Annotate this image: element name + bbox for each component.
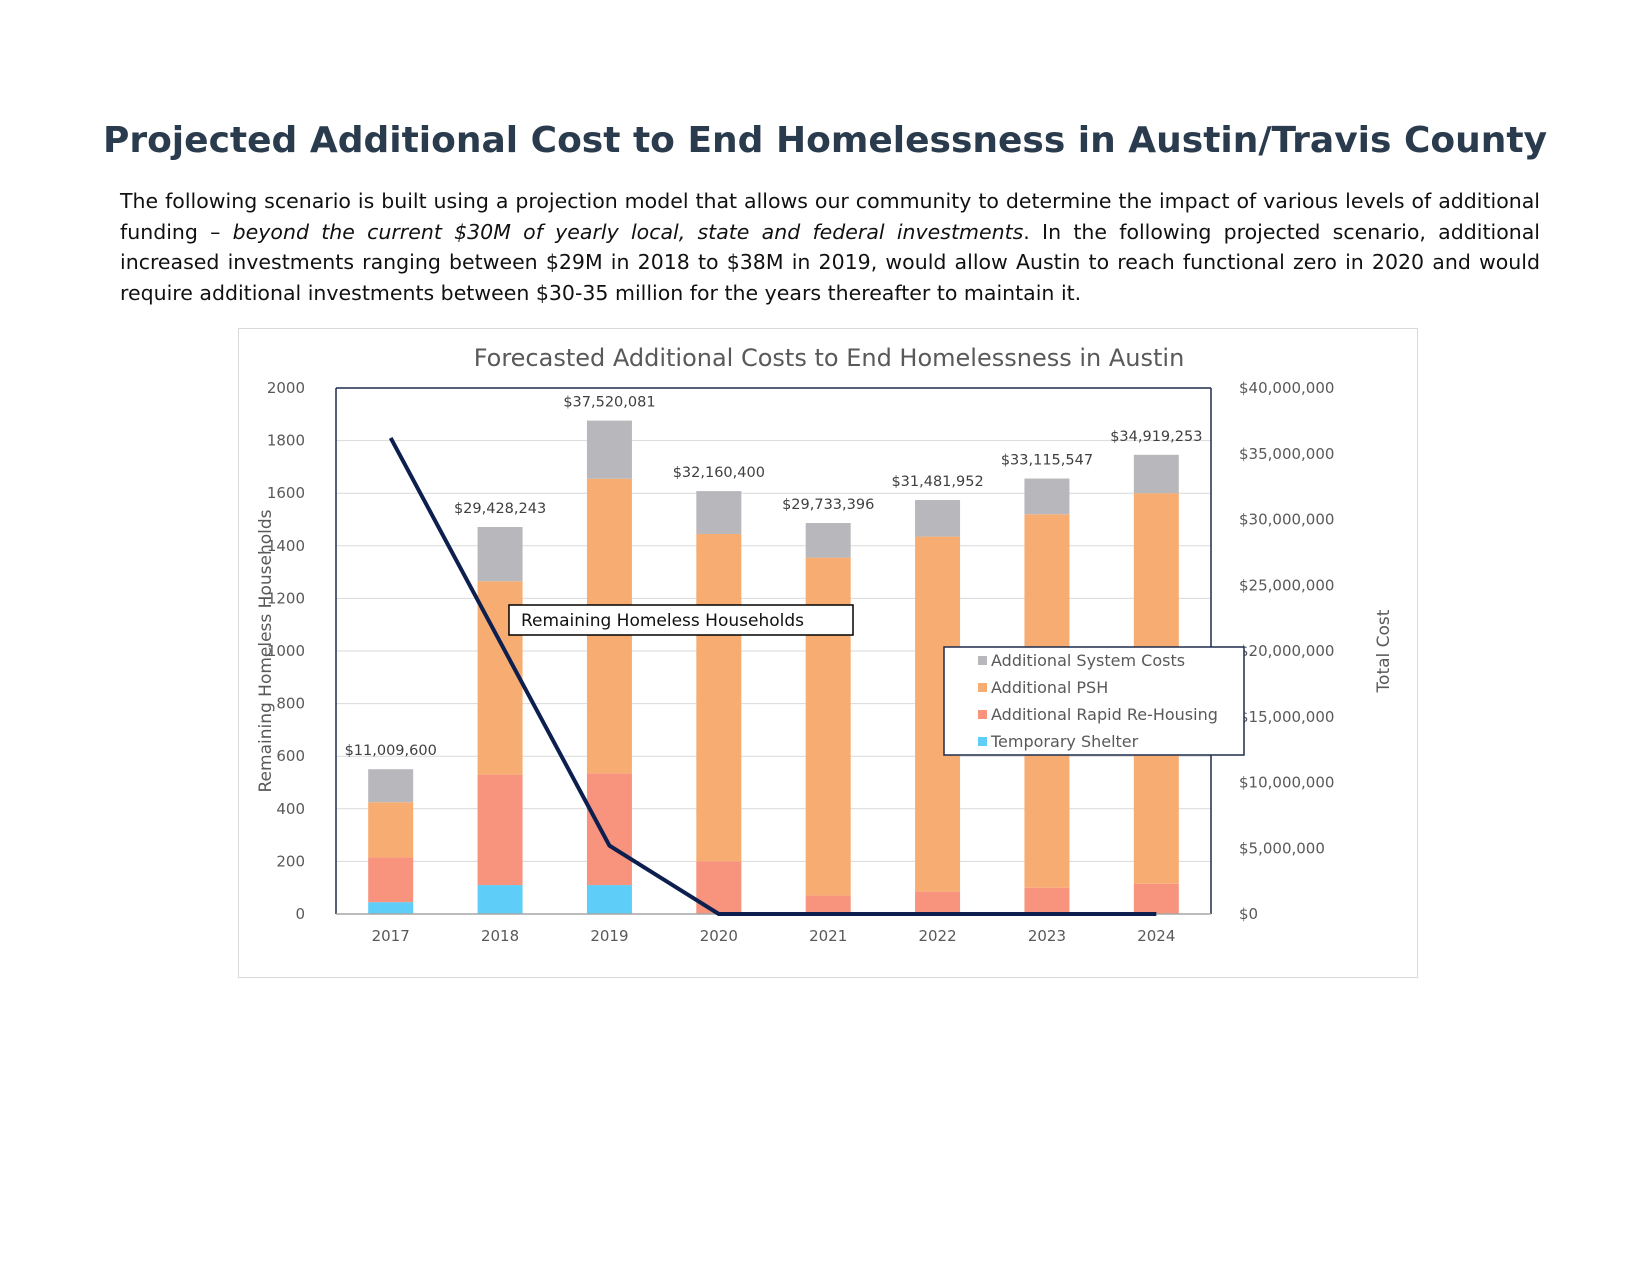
chart-title: Forecasted Additional Costs to End Homel… <box>474 344 1185 372</box>
stacked-bar-line-chart: Forecasted Additional Costs to End Homel… <box>256 344 1394 945</box>
line-callout-box <box>508 604 854 636</box>
y-left-tick-label: 600 <box>276 747 305 765</box>
bar-additional-system-costs-2017 <box>368 769 414 803</box>
legend-label: Additional System Costs <box>991 651 1185 670</box>
y-left-tick-label: 1000 <box>267 642 305 660</box>
remaining-households-line <box>388 437 1157 916</box>
x-tick-label: 2019 <box>590 927 628 945</box>
legend-label: Additional Rapid Re-Housing <box>991 705 1218 724</box>
x-tick-label: 2022 <box>918 927 956 945</box>
legend-swatch <box>978 683 987 692</box>
x-tick-label: 2024 <box>1137 927 1175 945</box>
legend-box <box>943 646 1245 756</box>
y-right-tick-label: $40,000,000 <box>1239 379 1334 397</box>
legend-label: Temporary Shelter <box>990 732 1139 751</box>
y-right-tick-label: $35,000,000 <box>1239 445 1334 463</box>
total-cost-label: $33,115,547 <box>1001 453 1093 469</box>
y-right-tick-label: $20,000,000 <box>1239 642 1334 660</box>
bar-additional-system-costs-2018 <box>477 527 523 582</box>
legend-swatch <box>978 710 987 719</box>
y-right-tick-label: $0 <box>1239 905 1258 923</box>
legend-swatch <box>978 656 987 665</box>
legend-swatch <box>978 737 987 746</box>
bar-additional-rapid-re-housing-2024 <box>1133 883 1179 914</box>
y-left-tick-label: 400 <box>276 800 305 818</box>
bar-additional-system-costs-2021 <box>805 523 851 558</box>
bar-additional-rapid-re-housing-2017 <box>368 857 414 903</box>
x-tick-label: 2021 <box>809 927 847 945</box>
y-left-axis-title: Remaining Homeless Households <box>256 509 276 792</box>
intro-text-italic: beyond the current $30M of yearly local,… <box>232 219 1024 244</box>
y-left-tick-label: 2000 <box>267 379 305 397</box>
y-left-tick-label: 1800 <box>267 432 305 450</box>
bar-additional-system-costs-2020 <box>696 491 742 534</box>
total-cost-label: $32,160,400 <box>673 465 765 481</box>
bar-temporary-shelter-2018 <box>477 885 523 914</box>
line-callout-label: Remaining Homeless Households <box>521 611 804 631</box>
legend: Additional System Costs Additional PSH Add… <box>943 646 1245 756</box>
legend-label: Additional PSH <box>991 678 1108 697</box>
total-cost-label: $31,481,952 <box>891 474 983 490</box>
document-title: Projected Additional Cost to End Homeles… <box>102 120 1548 161</box>
y-left-tick-label: 200 <box>276 852 305 870</box>
total-cost-label: $11,009,600 <box>345 743 437 759</box>
line-callout: Remaining Homeless Households <box>508 604 854 636</box>
total-cost-label: $37,520,081 <box>563 395 655 411</box>
y-right-tick-label: $5,000,000 <box>1239 839 1325 857</box>
bar-additional-rapid-re-housing-2022 <box>915 891 961 914</box>
bar-additional-system-costs-2024 <box>1133 454 1179 494</box>
bar-additional-rapid-re-housing-2023 <box>1024 887 1070 914</box>
chart-container: Forecasted Additional Costs to End Homel… <box>238 328 1418 978</box>
bar-additional-psh-2020 <box>696 533 742 862</box>
y-left-tick-label: 1400 <box>267 537 305 555</box>
bar-temporary-shelter-2019 <box>586 885 632 914</box>
y-right-tick-label: $25,000,000 <box>1239 576 1334 594</box>
x-tick-label: 2017 <box>372 927 410 945</box>
labels: $11,009,600 $29,428,243 $37,520,081 $32,160… <box>345 395 1203 760</box>
total-cost-label: $29,428,243 <box>454 501 546 517</box>
bar-additional-system-costs-2019 <box>586 420 632 479</box>
y-left-tick-label: 1600 <box>267 484 305 502</box>
bar-additional-rapid-re-housing-2018 <box>477 774 523 886</box>
line-series <box>388 437 1157 916</box>
y-right-tick-label: $30,000,000 <box>1239 511 1334 529</box>
x-tick-label: 2020 <box>700 927 738 945</box>
bar-additional-rapid-re-housing-2021 <box>805 895 851 914</box>
bar-additional-system-costs-2023 <box>1024 478 1070 515</box>
bar-additional-psh-2017 <box>368 802 414 858</box>
bar-additional-rapid-re-housing-2019 <box>586 773 632 886</box>
total-cost-label: $29,733,396 <box>782 497 874 513</box>
y-left-tick-label: 800 <box>276 695 305 713</box>
bar-additional-system-costs-2022 <box>915 500 961 537</box>
x-tick-label: 2023 <box>1028 927 1066 945</box>
x-tick-label: 2018 <box>481 927 519 945</box>
y-right-tick-label: $10,000,000 <box>1239 774 1334 792</box>
y-left-tick-label: 1200 <box>267 589 305 607</box>
intro-paragraph: The following scenario is built using a … <box>120 186 1540 308</box>
total-cost-label: $34,919,253 <box>1110 429 1202 445</box>
y-right-tick-label: $15,000,000 <box>1239 708 1334 726</box>
y-left-tick-label: 0 <box>295 905 305 923</box>
bar-temporary-shelter-2017 <box>368 902 414 914</box>
y-right-axis-title: Total Cost <box>1374 609 1394 693</box>
intro-text-part2: . In the following projected scenario, a… <box>120 219 1540 305</box>
intro-text-part1: The following scenario is built using a … <box>120 189 1540 244</box>
